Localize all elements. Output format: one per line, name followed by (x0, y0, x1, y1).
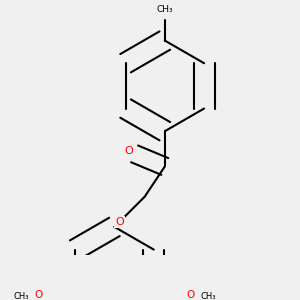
Text: CH₃: CH₃ (13, 292, 28, 300)
Text: O: O (124, 146, 133, 156)
Text: O: O (34, 290, 43, 300)
Text: CH₃: CH₃ (200, 292, 216, 300)
Text: O: O (187, 290, 195, 300)
Text: CH₃: CH₃ (157, 5, 173, 14)
Text: O: O (115, 217, 124, 227)
